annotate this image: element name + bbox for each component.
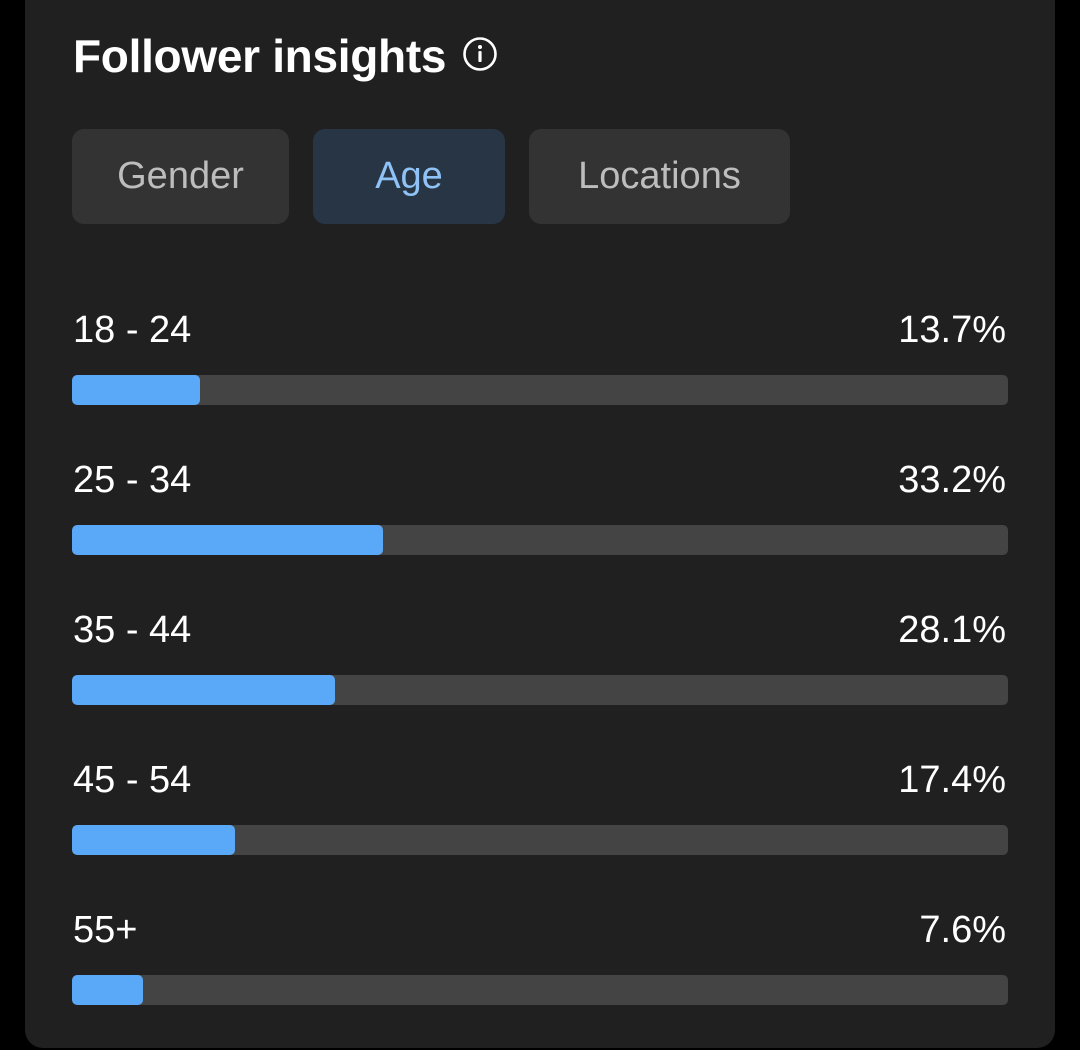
progress-fill <box>72 525 383 555</box>
progress-track <box>72 375 1008 405</box>
age-percent-value: 33.2% <box>898 458 1006 501</box>
age-row: 45 - 54 17.4% <box>72 750 1008 900</box>
tab-locations[interactable]: Locations <box>529 129 790 224</box>
insight-tabs: Gender Age Locations <box>72 129 790 224</box>
age-percent-value: 13.7% <box>898 308 1006 351</box>
age-range-label: 55+ <box>73 908 138 951</box>
tab-age[interactable]: Age <box>313 129 505 224</box>
age-range-label: 25 - 34 <box>73 458 192 501</box>
card-header: Follower insights <box>73 24 498 88</box>
progress-track <box>72 675 1008 705</box>
age-percent-value: 7.6% <box>919 908 1006 951</box>
progress-fill <box>72 375 201 405</box>
progress-track <box>72 525 1008 555</box>
progress-track <box>72 975 1008 1005</box>
age-row: 35 - 44 28.1% <box>72 600 1008 750</box>
info-circle-icon[interactable] <box>462 36 498 72</box>
progress-fill <box>72 825 235 855</box>
progress-fill <box>72 975 144 1005</box>
age-range-label: 45 - 54 <box>73 758 192 801</box>
age-percent-value: 28.1% <box>898 608 1006 651</box>
progress-track <box>72 825 1008 855</box>
age-row: 25 - 34 33.2% <box>72 450 1008 600</box>
age-range-label: 18 - 24 <box>73 308 192 351</box>
age-row: 18 - 24 13.7% <box>72 300 1008 450</box>
age-distribution-list: 18 - 24 13.7% 25 - 34 33.2% 35 - 44 28.1… <box>72 300 1008 1050</box>
tab-gender[interactable]: Gender <box>72 129 289 224</box>
age-range-label: 35 - 44 <box>73 608 192 651</box>
age-percent-value: 17.4% <box>898 758 1006 801</box>
progress-fill <box>72 675 336 705</box>
card-title: Follower insights <box>73 30 447 82</box>
age-row: 55+ 7.6% <box>72 900 1008 1050</box>
